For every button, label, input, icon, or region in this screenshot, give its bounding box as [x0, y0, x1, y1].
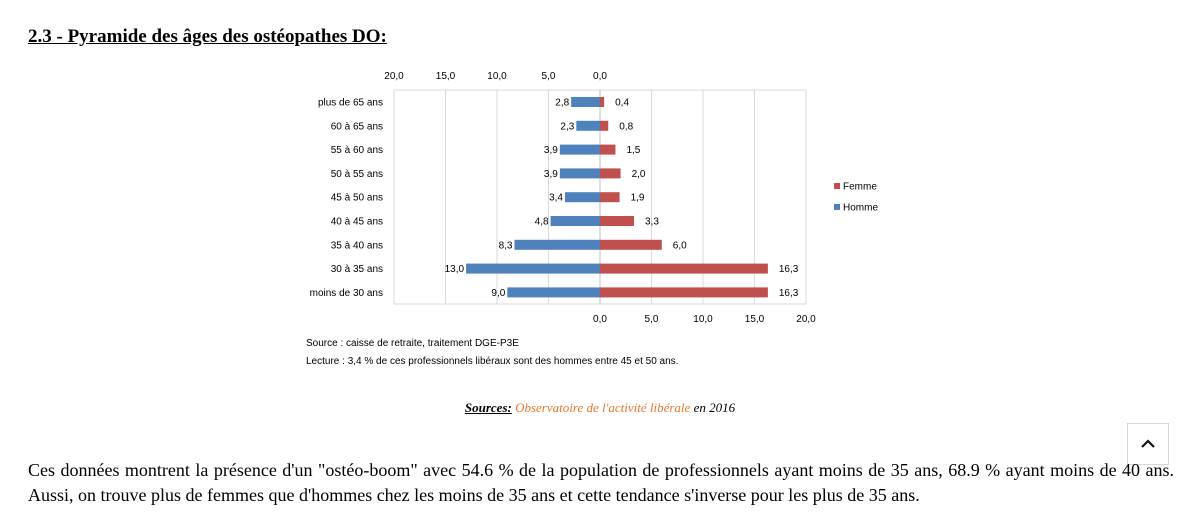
- bar-homme: [559, 168, 600, 179]
- category-label: 50 à 55 ans: [331, 169, 383, 180]
- data-label-femme: 16,3: [779, 288, 799, 299]
- category-label: moins de 30 ans: [310, 288, 383, 299]
- legend-swatch: [834, 204, 840, 210]
- section-heading: 2.3 - Pyramide des âges des ostéopathes …: [28, 26, 387, 47]
- chart-labels: 20,0 15,0 10,0 5,0 0,0 0,0 5,0 10,0 15,0 20,0 plus…: [310, 71, 817, 325]
- left-axis-tick-label: 20,0: [384, 71, 404, 82]
- category-label: 45 à 50 ans: [331, 193, 383, 204]
- legend-label: Homme: [843, 203, 878, 214]
- sources-line: Sources: Observatoire de l'activité libé…: [0, 400, 1200, 416]
- category-label: plus de 65 ans: [318, 98, 383, 109]
- sources-label: Sources:: [464, 400, 512, 415]
- bar-homme: [466, 263, 600, 274]
- bar-homme: [507, 287, 600, 298]
- data-label-homme: 3,9: [544, 145, 558, 156]
- bar-femme: [600, 239, 662, 250]
- sources-suffix: en 2016: [690, 400, 736, 415]
- category-label: 60 à 65 ans: [331, 121, 383, 132]
- data-label-homme: 13,0: [445, 264, 465, 275]
- bar-femme: [600, 287, 768, 298]
- age-pyramid-chart: 20,0 15,0 10,0 5,0 0,0 0,0 5,0 10,0 15,0 20,0 plus…: [310, 71, 879, 325]
- data-label-homme: 4,8: [535, 217, 549, 228]
- data-label-homme: 9,0: [491, 288, 505, 299]
- category-label: 30 à 35 ans: [331, 264, 383, 275]
- data-label-homme: 3,9: [544, 169, 558, 180]
- data-label-femme: 2,0: [632, 169, 646, 180]
- chevron-up-icon: [1141, 439, 1155, 448]
- bar-homme: [514, 239, 600, 250]
- category-label: 55 à 60 ans: [331, 145, 383, 156]
- legend-label: Femme: [843, 182, 877, 193]
- right-axis-tick-label: 10,0: [693, 314, 713, 325]
- back-to-top-button[interactable]: [1127, 423, 1169, 465]
- body-paragraph: Ces données montrent la présence d'un "o…: [28, 460, 1174, 505]
- data-label-femme: 6,0: [673, 240, 687, 251]
- bar-femme: [600, 120, 609, 131]
- bar-homme: [576, 120, 600, 131]
- bar-homme: [564, 192, 600, 203]
- data-label-homme: 8,3: [499, 240, 513, 251]
- chart-legend: Femme Homme: [834, 182, 878, 214]
- right-axis-tick-label: 5,0: [645, 314, 659, 325]
- bar-femme: [600, 192, 620, 203]
- right-axis-tick-label: 15,0: [745, 314, 765, 325]
- bar-femme: [600, 216, 634, 226]
- bar-homme: [571, 97, 600, 107]
- bar-femme: [600, 144, 616, 155]
- category-label: 35 à 40 ans: [331, 240, 383, 251]
- right-axis-tick-label: 20,0: [796, 314, 816, 325]
- data-label-femme: 0,8: [619, 121, 633, 132]
- bar-femme: [600, 168, 621, 179]
- reading-note: Lecture : 3,4 % de ces professionnels li…: [306, 356, 679, 367]
- data-label-homme: 2,8: [555, 98, 569, 109]
- category-label: 40 à 45 ans: [331, 217, 383, 228]
- left-axis-tick-label: 10,0: [487, 71, 507, 82]
- left-axis-tick-label: 5,0: [542, 71, 556, 82]
- right-axis-tick-label: 0,0: [593, 314, 607, 325]
- data-label-femme: 1,5: [626, 145, 640, 156]
- data-label-homme: 3,4: [549, 193, 563, 204]
- sources-link[interactable]: Observatoire de l'activité libérale: [515, 400, 691, 415]
- left-axis-tick-label: 0,0: [593, 71, 607, 82]
- legend-swatch: [834, 183, 840, 189]
- data-label-femme: 16,3: [779, 264, 799, 275]
- data-label-femme: 0,4: [615, 98, 629, 109]
- bar-femme: [600, 263, 768, 274]
- data-label-femme: 3,3: [645, 217, 659, 228]
- bar-homme: [559, 144, 600, 155]
- chart-bars: [466, 97, 768, 298]
- bar-homme: [550, 216, 600, 226]
- data-label-homme: 2,3: [560, 121, 574, 132]
- bar-femme: [600, 97, 605, 107]
- source-note: Source : caisse de retraite, traitement …: [306, 338, 519, 349]
- data-label-femme: 1,9: [631, 193, 645, 204]
- left-axis-tick-label: 15,0: [436, 71, 456, 82]
